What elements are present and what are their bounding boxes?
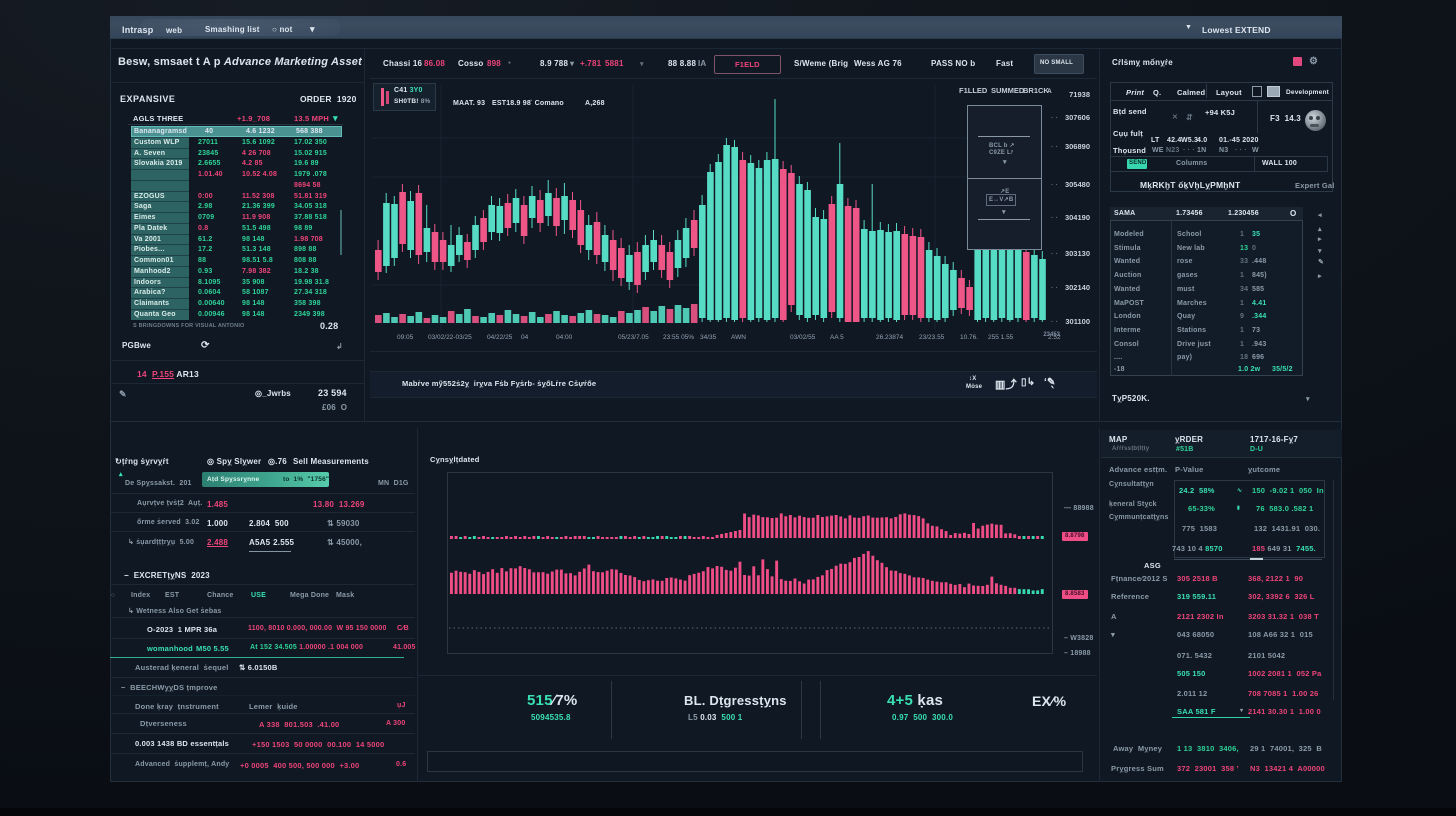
svg-text:03/02/22-03/25: 03/02/22-03/25 [428, 334, 472, 341]
svg-text:04:00: 04:00 [556, 334, 573, 341]
svg-text:03/02/55: 03/02/55 [790, 334, 816, 341]
svg-text:302140: 302140 [1065, 283, 1090, 292]
svg-text:· ·: · · [1051, 142, 1058, 151]
svg-text:· ·: · · [1051, 213, 1058, 222]
svg-text:A: A [1047, 88, 1052, 95]
svg-text:301100: 301100 [1065, 317, 1090, 326]
svg-text:34/35: 34/35 [700, 334, 717, 341]
svg-text:BR1CK: BR1CK [1023, 86, 1049, 95]
svg-text:10.76.: 10.76. [960, 334, 978, 341]
svg-text:· ·: · · [1051, 180, 1058, 189]
svg-text:09:05: 09:05 [397, 334, 414, 341]
svg-text:303130: 303130 [1065, 249, 1090, 258]
svg-text:2.52: 2.52 [1048, 334, 1061, 341]
svg-text:05/23/7.05: 05/23/7.05 [618, 334, 649, 341]
svg-text:23453: 23453 [1043, 332, 1060, 338]
svg-text:F1LLED: F1LLED [959, 86, 988, 95]
svg-text:71938: 71938 [1069, 90, 1090, 99]
svg-text:SUMMED: SUMMED [991, 86, 1025, 95]
svg-text:· ·: · · [1051, 249, 1058, 258]
svg-text:AWN: AWN [731, 334, 746, 341]
svg-text:23:55 05%: 23:55 05% [663, 334, 694, 341]
svg-text:26.23874: 26.23874 [876, 334, 903, 341]
svg-text:04: 04 [521, 334, 529, 341]
svg-text:· ·: · · [1051, 317, 1058, 326]
svg-text:304190: 304190 [1065, 213, 1090, 222]
svg-text:307606: 307606 [1065, 113, 1090, 122]
svg-text:306890: 306890 [1065, 142, 1090, 151]
svg-text:AA 5: AA 5 [830, 334, 844, 341]
svg-text:· ·: · · [1051, 283, 1058, 292]
svg-text:23/23.55: 23/23.55 [919, 334, 945, 341]
svg-text:04/22/25: 04/22/25 [487, 334, 513, 341]
svg-text:· ·: · · [1051, 113, 1058, 122]
svg-text:255 1.55: 255 1.55 [988, 334, 1014, 341]
svg-text:305480: 305480 [1065, 180, 1090, 189]
